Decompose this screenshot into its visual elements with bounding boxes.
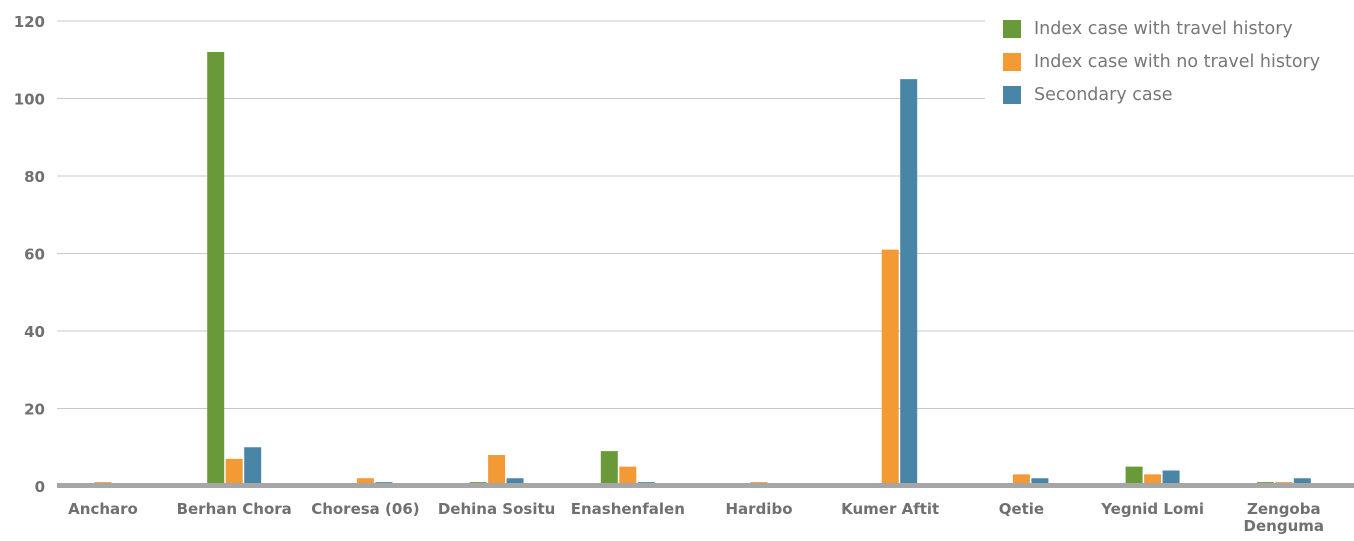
bar bbox=[1031, 478, 1049, 486]
bar bbox=[1125, 466, 1143, 486]
y-tick-label: 60 bbox=[24, 246, 45, 264]
bar bbox=[488, 455, 506, 486]
bar bbox=[1162, 470, 1180, 486]
y-tick-label: 120 bbox=[14, 13, 45, 31]
bar bbox=[1144, 474, 1162, 486]
bar bbox=[356, 478, 374, 486]
bar bbox=[506, 478, 524, 486]
bar bbox=[207, 52, 225, 486]
legend-swatch-no-travel bbox=[1003, 52, 1021, 71]
bar bbox=[881, 249, 899, 486]
legend-label-travel: Index case with travel history bbox=[1034, 18, 1293, 39]
legend-label-no-travel: Index case with no travel history bbox=[1034, 51, 1321, 72]
bar bbox=[1012, 474, 1030, 486]
y-tick-label: 40 bbox=[24, 323, 45, 341]
x-tick-label: Dehina Sositu bbox=[438, 500, 556, 518]
legend-background bbox=[985, 0, 1354, 118]
y-tick-label: 20 bbox=[24, 401, 45, 419]
x-tick-label: Kumer Aftit bbox=[841, 500, 939, 518]
legend-swatch-travel bbox=[1003, 19, 1021, 38]
legend-swatch-secondary bbox=[1003, 85, 1021, 104]
y-tick-label: 100 bbox=[14, 91, 45, 109]
legend: Index case with travel history Index cas… bbox=[1003, 12, 1320, 111]
x-axis-line bbox=[57, 483, 1354, 488]
bar bbox=[900, 79, 918, 486]
x-tick-label: Qetie bbox=[999, 500, 1044, 518]
legend-item-secondary: Secondary case bbox=[1003, 78, 1320, 111]
y-tick-label: 80 bbox=[24, 168, 45, 186]
legend-label-secondary: Secondary case bbox=[1034, 84, 1173, 105]
y-tick-label: 0 bbox=[35, 478, 45, 496]
bar bbox=[1293, 478, 1311, 486]
x-tick-label: Zengoba Denguma bbox=[1244, 500, 1324, 535]
legend-item-travel: Index case with travel history bbox=[1003, 12, 1320, 45]
bar bbox=[244, 447, 262, 486]
x-tick-label: Hardibo bbox=[726, 500, 793, 518]
x-tick-label: Berhan Chora bbox=[177, 500, 292, 518]
x-tick-label: Yegnid Lomi bbox=[1100, 500, 1204, 518]
legend-item-no-travel: Index case with no travel history bbox=[1003, 45, 1320, 78]
bar bbox=[600, 451, 618, 486]
bar bbox=[619, 466, 637, 486]
x-tick-label: Choresa (06) bbox=[311, 500, 419, 518]
bar bbox=[225, 458, 243, 486]
x-tick-label: Ancharo bbox=[68, 500, 138, 518]
x-tick-label: Enashenfalen bbox=[571, 500, 685, 518]
